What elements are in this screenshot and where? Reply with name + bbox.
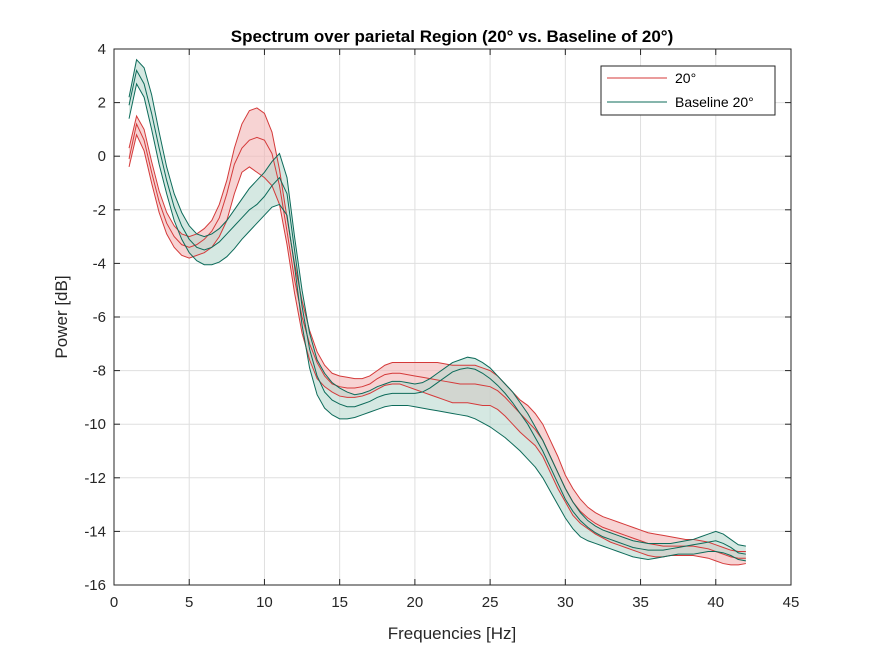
x-tick-label: 0 xyxy=(110,594,118,611)
y-tick-label: -14 xyxy=(84,523,106,540)
x-tick-label: 30 xyxy=(557,594,574,611)
y-tick-label: -16 xyxy=(84,577,106,594)
y-tick-label: -6 xyxy=(93,309,106,326)
x-tick-label: 20 xyxy=(407,594,424,611)
20deg-upper-line xyxy=(128,107,746,552)
y-tick-label: -8 xyxy=(93,363,106,380)
y-tick-label: 4 xyxy=(98,41,106,58)
y-tick-label: -12 xyxy=(84,470,106,487)
y-tick-label: 0 xyxy=(98,148,106,165)
20deg-lower-line xyxy=(128,133,746,566)
x-tick-label: 45 xyxy=(783,594,800,611)
x-tick-label: 25 xyxy=(482,594,499,611)
x-tick-label: 35 xyxy=(632,594,649,611)
x-tick-label: 15 xyxy=(331,594,348,611)
legend: 20° Baseline 20° xyxy=(600,65,776,116)
baseline-upper-line xyxy=(128,58,746,547)
x-axis-label: Frequencies [Hz] xyxy=(388,624,517,643)
legend-entry-20deg: 20° xyxy=(675,70,696,86)
y-tick-label: 2 xyxy=(98,95,106,112)
y-tick-label: -4 xyxy=(93,255,106,272)
x-tick-label: 10 xyxy=(256,594,273,611)
x-tick-label: 5 xyxy=(185,594,193,611)
y-tick-label: -10 xyxy=(84,416,106,433)
legend-entry-baseline: Baseline 20° xyxy=(675,94,754,110)
x-tick-label: 40 xyxy=(707,594,724,611)
y-axis-label: Power [dB] xyxy=(52,275,71,358)
tick-labels: 0 5 10 15 20 25 30 35 40 45420-2-4-6-8-10-12-14-1… xyxy=(84,41,799,611)
baseline-mean-line xyxy=(128,69,746,555)
baseline-lower-line xyxy=(128,82,746,562)
y-tick-label: -2 xyxy=(93,202,106,219)
20deg-mean-line xyxy=(128,122,746,559)
series-lines xyxy=(128,58,746,566)
chart-title: Spectrum over parietal Region (20° vs. B… xyxy=(231,27,674,46)
legend-box xyxy=(600,65,776,116)
